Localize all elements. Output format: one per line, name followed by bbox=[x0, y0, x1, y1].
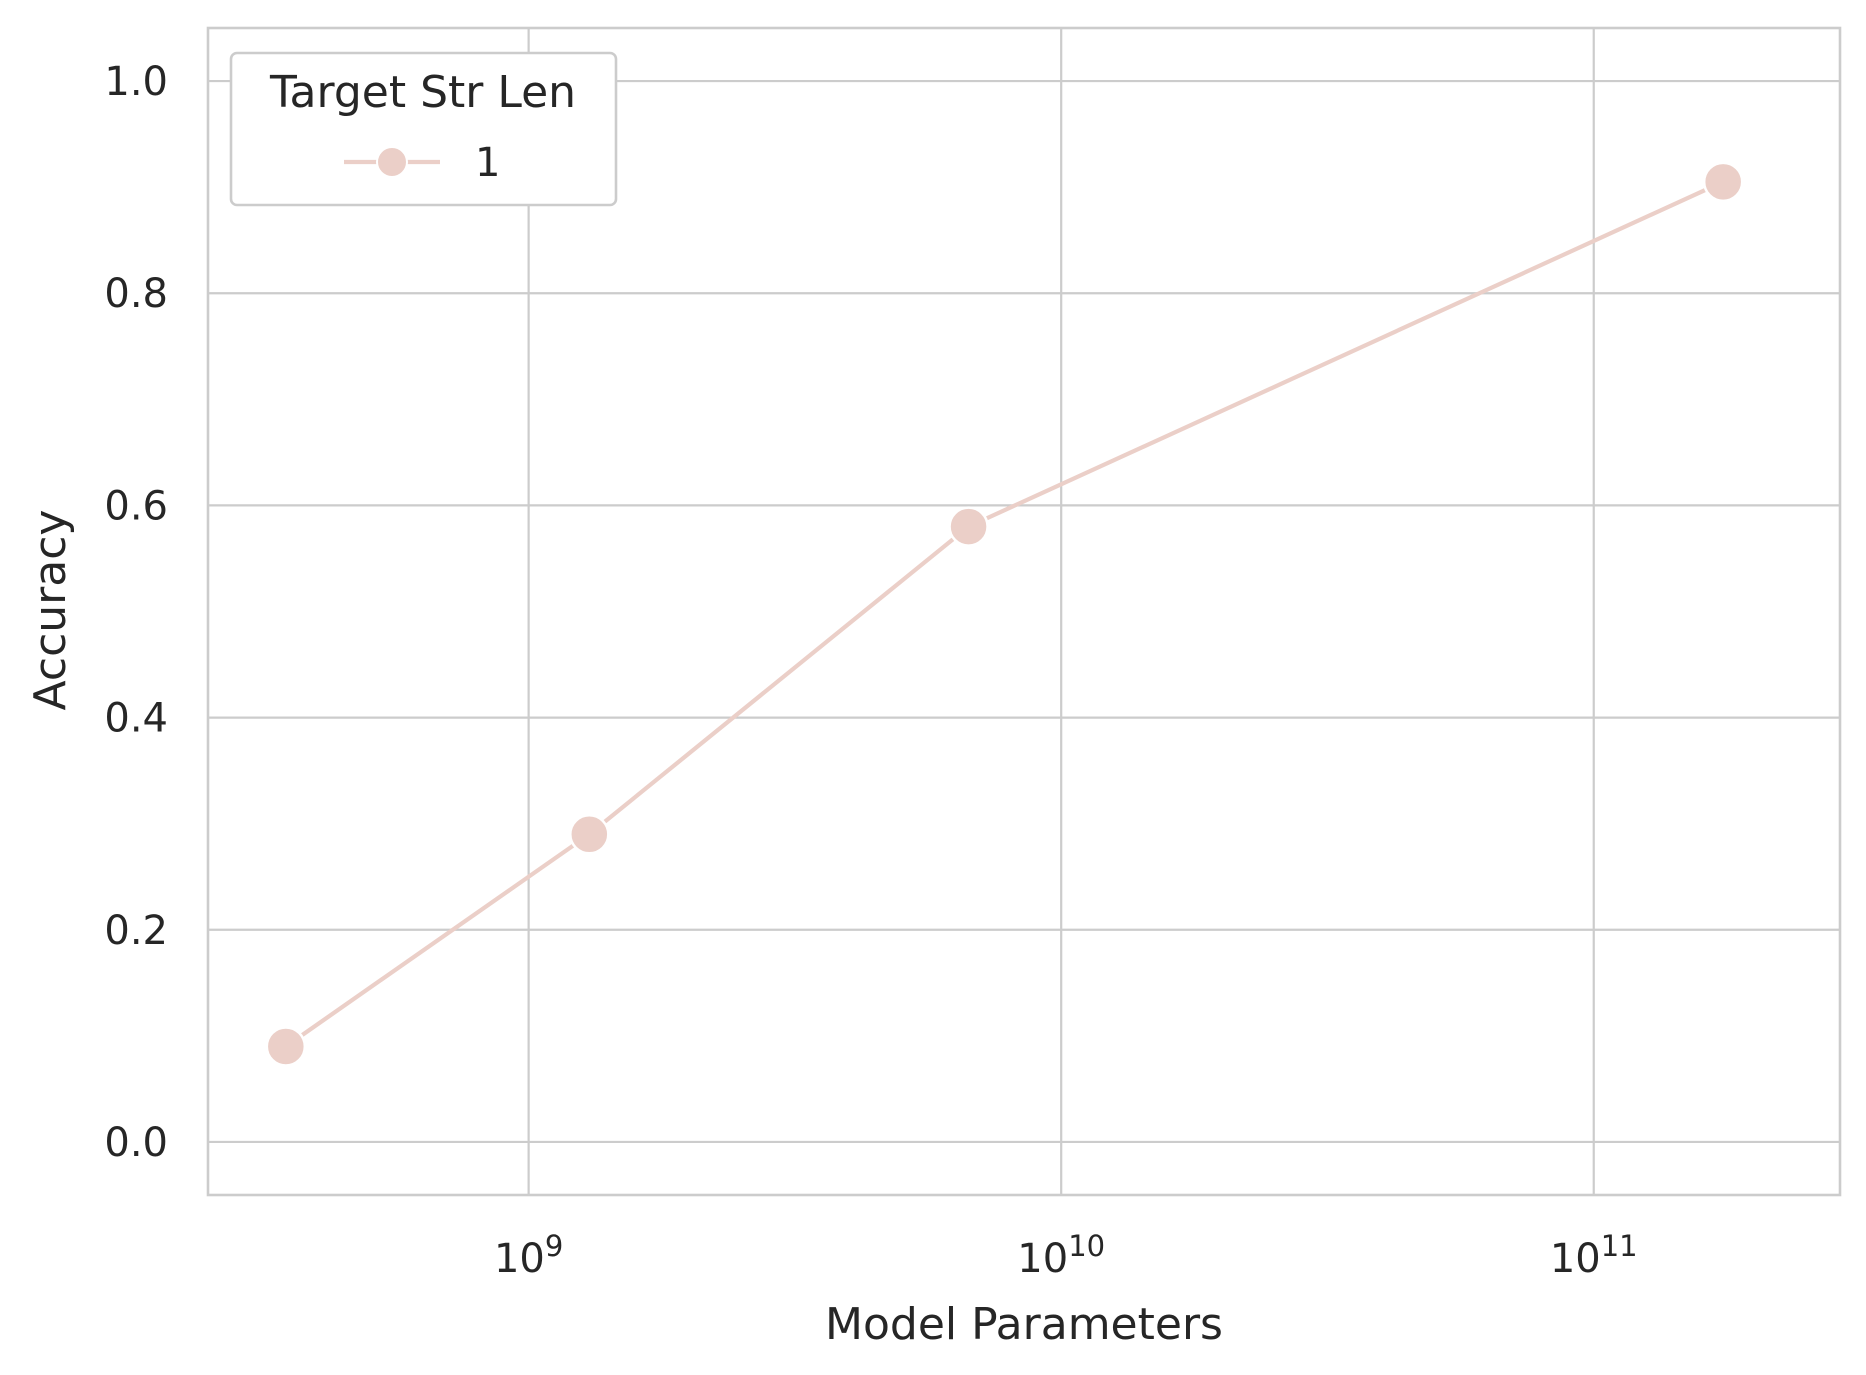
x-tick-label: 1011 bbox=[1550, 1229, 1638, 1282]
data-point bbox=[569, 814, 610, 855]
data-point bbox=[265, 1026, 307, 1067]
x-tick-label: 1010 bbox=[1017, 1229, 1105, 1282]
x-axis-label: Model Parameters bbox=[825, 1299, 1223, 1350]
grid bbox=[208, 28, 1840, 1195]
legend-title: Target Str Len bbox=[269, 67, 576, 118]
data-point bbox=[1702, 161, 1744, 203]
y-tick-label: 0.0 bbox=[104, 1120, 168, 1166]
legend-box bbox=[229, 51, 618, 207]
y-tick-label: 0.6 bbox=[104, 483, 168, 529]
series-line bbox=[283, 179, 1726, 1049]
y-axis-ticks: 0.0 0.2 0.4 0.6 0.8 1.0 bbox=[104, 59, 168, 1166]
legend-item-label: 1 bbox=[475, 140, 500, 186]
x-tick-label: 109 bbox=[494, 1229, 563, 1282]
y-tick-label: 0.4 bbox=[104, 696, 168, 742]
legend: Target Str Len 1 bbox=[229, 51, 618, 207]
y-tick-label: 1.0 bbox=[104, 59, 168, 105]
y-tick-label: 0.8 bbox=[104, 271, 168, 317]
x-axis-ticks: 109 1010 1011 bbox=[494, 1229, 1638, 1282]
plot-frame bbox=[206, 26, 1842, 1197]
data-point bbox=[948, 506, 989, 547]
y-axis-label: Accuracy bbox=[25, 510, 76, 711]
series-layer bbox=[265, 161, 1744, 1067]
legend-marker-swatch bbox=[376, 146, 408, 178]
y-tick-label: 0.2 bbox=[104, 908, 168, 954]
